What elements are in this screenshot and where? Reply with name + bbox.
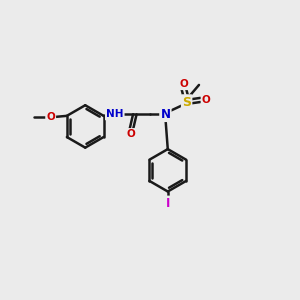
Text: I: I bbox=[166, 197, 170, 210]
Text: O: O bbox=[180, 79, 189, 89]
Text: O: O bbox=[202, 95, 210, 105]
Text: O: O bbox=[46, 112, 55, 122]
Text: N: N bbox=[160, 108, 170, 121]
Text: O: O bbox=[127, 129, 136, 139]
Text: NH: NH bbox=[106, 110, 124, 119]
Text: S: S bbox=[182, 95, 191, 109]
